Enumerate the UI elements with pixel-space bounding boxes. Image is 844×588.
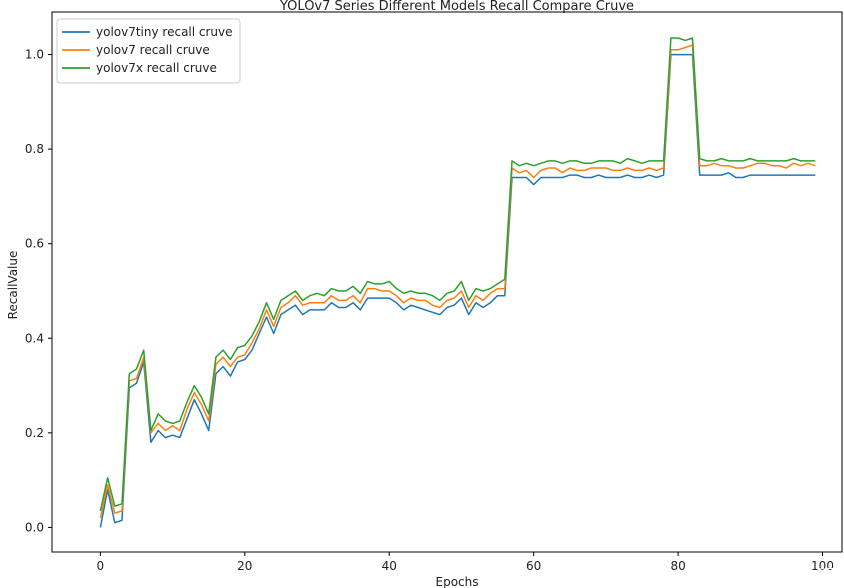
legend-box — [56, 18, 241, 84]
legend-items: yolov7tiny recall cruve yolov7 recall cru… — [62, 25, 233, 75]
plot-frame — [51, 11, 843, 553]
legend-label-2: yolov7 recall cruve — [96, 43, 210, 57]
y-tick-label: 0.4 — [25, 331, 44, 345]
y-tick-label: 0.8 — [25, 142, 44, 156]
y-tick-label: 0.2 — [25, 426, 44, 440]
y-axis-label: RecallValue — [6, 251, 20, 320]
watermark: CSDN @Together_CZ — [700, 567, 835, 582]
x-tick-label: 100 — [811, 559, 834, 573]
x-tick-label: 60 — [526, 559, 541, 573]
plot-area: 0 20 40 60 80 100 0.0 0.2 0.4 0.6 0.8 1.0 — [25, 11, 843, 573]
legend: yolov7tiny recall cruve yolov7 recall cru… — [56, 18, 241, 84]
series-line-3 — [99, 37, 816, 512]
series-layer — [99, 37, 816, 528]
y-tick-label: 0.6 — [25, 237, 44, 251]
y-tick-label: 1.0 — [25, 48, 44, 62]
series-line-1 — [99, 53, 816, 528]
legend-label-3: yolov7x recall cruve — [96, 61, 217, 75]
x-tick-label: 20 — [237, 559, 252, 573]
series-line-2 — [99, 44, 816, 519]
x-axis-ticks: 0 20 40 60 80 100 — [97, 552, 834, 573]
x-tick-label: 80 — [670, 559, 685, 573]
y-axis-ticks: 0.0 0.2 0.4 0.6 0.8 1.0 — [25, 48, 52, 534]
x-tick-label: 40 — [382, 559, 397, 573]
chart-title: YOLOv7 Series Different Models Recall Co… — [279, 0, 634, 14]
y-tick-label: 0.0 — [25, 520, 44, 534]
legend-label-1: yolov7tiny recall cruve — [96, 25, 233, 39]
x-tick-label: 0 — [97, 559, 105, 573]
x-axis-label: Epochs — [436, 575, 479, 588]
